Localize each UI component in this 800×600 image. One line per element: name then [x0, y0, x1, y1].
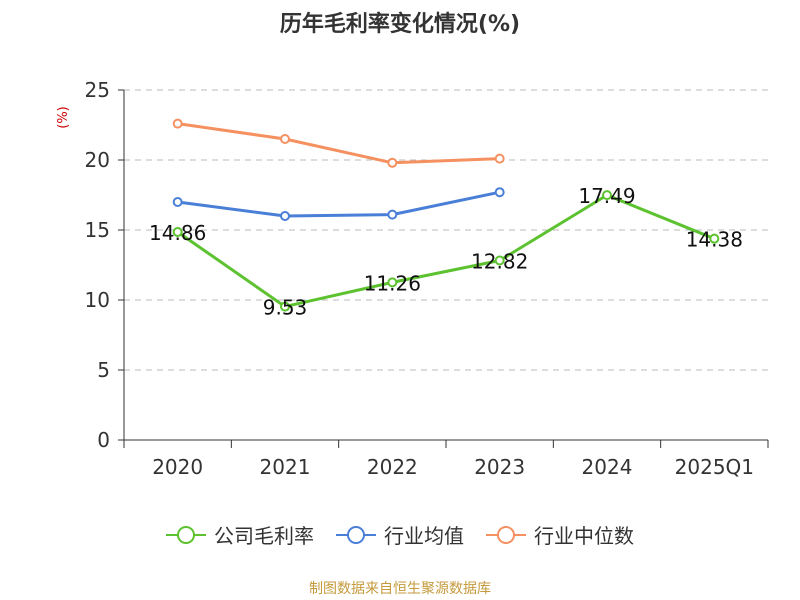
chart-title: 历年毛利率变化情况(%)	[279, 12, 521, 37]
data-labels: 14.86 9.53 11.26 12.82 17.49 14.38	[149, 184, 743, 319]
data-point	[387, 209, 398, 220]
y-tick-label: 0	[97, 428, 110, 452]
x-tick-label: 2022	[367, 455, 418, 479]
data-point	[494, 187, 505, 198]
legend-label-company: 公司毛利率	[214, 524, 314, 548]
y-tick-label: 10	[85, 288, 110, 312]
y-tick-label: 5	[97, 358, 110, 382]
data-point	[280, 211, 290, 221]
data-label: 9.53	[263, 296, 308, 320]
x-tick-label: 2023	[474, 455, 525, 479]
series-line	[177, 122, 500, 165]
data-point	[494, 153, 505, 164]
data-point	[387, 157, 398, 168]
data-point	[172, 118, 183, 129]
series-line	[176, 193, 715, 309]
grid-lines	[124, 89, 768, 371]
y-tick-label: 20	[85, 148, 110, 172]
data-point	[494, 255, 505, 266]
x-tick-label: 2024	[582, 455, 633, 479]
x-tick-label: 2025Q1	[675, 455, 754, 479]
source-footer: 制图数据来自恒生聚源数据库	[309, 581, 491, 597]
data-point	[280, 301, 290, 312]
data-point	[602, 190, 612, 201]
data-point	[280, 134, 290, 144]
y-tick-label: 25	[85, 78, 110, 102]
y-tick-label: 15	[85, 218, 110, 242]
axes: 0 5 10 15 20 25 2020 2021 2022 2023 2024 2025Q1	[85, 78, 769, 479]
data-label: 14.38	[686, 228, 743, 252]
legend-marker-industry-median	[486, 525, 526, 544]
x-tick-label: 2021	[260, 455, 311, 479]
legend-marker-industry-mean	[336, 525, 376, 544]
legend-label-industry-median: 行业中位数	[534, 524, 634, 548]
series-line	[177, 190, 500, 218]
x-tick-label: 2020	[152, 455, 203, 479]
data-point	[709, 233, 720, 244]
legend-item-industry-median[interactable]: 行业中位数	[486, 520, 634, 549]
legend-item-company[interactable]: 公司毛利率	[166, 520, 314, 549]
legend[interactable]: 公司毛利率 行业均值 行业中位数	[0, 520, 800, 549]
data-point	[172, 197, 183, 207]
data-point	[387, 277, 398, 288]
legend-item-industry-mean[interactable]: 行业均值	[336, 520, 464, 549]
data-point	[172, 226, 183, 237]
data-label: 14.86	[149, 221, 206, 245]
data-label: 11.26	[364, 271, 421, 295]
series-layer	[172, 118, 720, 312]
legend-marker-company	[166, 525, 206, 544]
data-label: 12.82	[471, 250, 528, 274]
legend-label-industry-mean: 行业均值	[384, 524, 464, 548]
data-label: 17.49	[578, 184, 635, 208]
